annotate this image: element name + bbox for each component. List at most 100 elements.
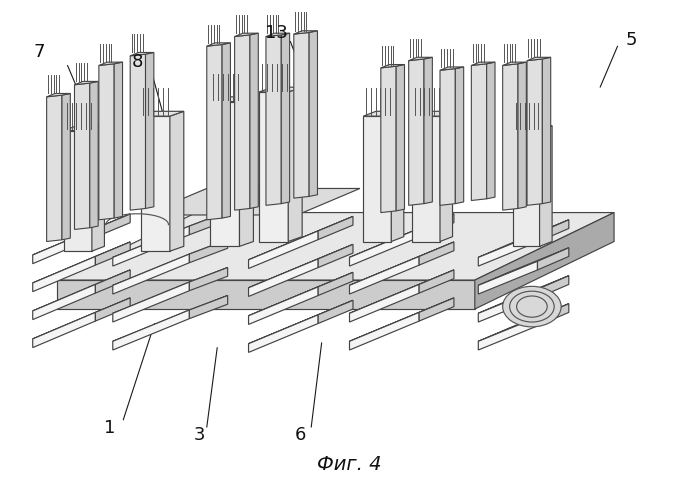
Polygon shape <box>89 82 98 228</box>
Polygon shape <box>419 271 454 293</box>
Polygon shape <box>540 126 552 247</box>
Polygon shape <box>478 234 538 267</box>
Polygon shape <box>33 257 95 292</box>
Polygon shape <box>113 240 228 286</box>
Text: 1: 1 <box>103 418 115 436</box>
Polygon shape <box>513 126 552 131</box>
Polygon shape <box>189 296 228 319</box>
Polygon shape <box>309 32 317 197</box>
Polygon shape <box>207 44 231 47</box>
Polygon shape <box>33 298 130 339</box>
Polygon shape <box>440 112 452 242</box>
Polygon shape <box>189 268 228 291</box>
Polygon shape <box>113 227 189 267</box>
Text: 5: 5 <box>626 31 637 49</box>
Polygon shape <box>47 96 62 242</box>
Polygon shape <box>294 32 317 35</box>
Polygon shape <box>412 112 452 117</box>
Polygon shape <box>114 63 122 219</box>
Polygon shape <box>113 268 228 314</box>
Polygon shape <box>249 231 318 269</box>
Polygon shape <box>350 257 419 294</box>
Polygon shape <box>412 117 440 242</box>
Polygon shape <box>207 45 222 220</box>
Polygon shape <box>250 34 259 209</box>
Polygon shape <box>396 65 405 212</box>
Polygon shape <box>350 214 454 258</box>
Polygon shape <box>235 36 250 211</box>
Polygon shape <box>527 60 542 206</box>
Polygon shape <box>62 94 71 241</box>
Polygon shape <box>47 94 71 98</box>
Polygon shape <box>266 34 289 37</box>
Circle shape <box>517 296 547 318</box>
Polygon shape <box>318 301 353 324</box>
Polygon shape <box>259 88 302 93</box>
Polygon shape <box>210 98 254 103</box>
Polygon shape <box>249 315 318 353</box>
Polygon shape <box>381 67 396 213</box>
Text: 6: 6 <box>295 425 306 443</box>
Polygon shape <box>419 298 454 321</box>
Polygon shape <box>503 63 526 66</box>
Polygon shape <box>189 240 228 263</box>
Polygon shape <box>222 44 231 219</box>
Polygon shape <box>95 214 130 238</box>
Polygon shape <box>189 212 228 235</box>
Polygon shape <box>538 276 569 298</box>
Polygon shape <box>249 273 353 316</box>
Polygon shape <box>381 65 405 69</box>
Polygon shape <box>318 273 353 296</box>
Polygon shape <box>75 82 98 86</box>
Polygon shape <box>130 53 154 57</box>
Polygon shape <box>249 259 318 297</box>
Polygon shape <box>33 313 95 348</box>
Polygon shape <box>95 271 130 293</box>
Circle shape <box>503 287 561 327</box>
Polygon shape <box>144 189 360 215</box>
Polygon shape <box>478 276 569 314</box>
Polygon shape <box>113 296 228 342</box>
Polygon shape <box>249 301 353 344</box>
Polygon shape <box>350 242 454 286</box>
Polygon shape <box>33 271 130 311</box>
Circle shape <box>510 291 554 322</box>
Polygon shape <box>542 58 551 204</box>
Polygon shape <box>33 242 130 284</box>
Polygon shape <box>487 63 495 199</box>
Polygon shape <box>288 88 302 242</box>
Polygon shape <box>538 248 569 271</box>
Polygon shape <box>99 63 122 66</box>
Polygon shape <box>75 84 89 230</box>
Polygon shape <box>513 131 540 247</box>
Polygon shape <box>527 58 551 61</box>
Polygon shape <box>475 213 614 309</box>
Polygon shape <box>538 220 569 242</box>
Polygon shape <box>210 103 240 247</box>
Polygon shape <box>240 98 254 247</box>
Polygon shape <box>33 285 95 320</box>
Polygon shape <box>318 245 353 268</box>
Polygon shape <box>478 248 569 286</box>
Polygon shape <box>64 131 92 252</box>
Polygon shape <box>145 53 154 209</box>
Polygon shape <box>440 68 463 71</box>
Polygon shape <box>113 212 228 258</box>
Text: 3: 3 <box>194 425 206 443</box>
Polygon shape <box>318 217 353 240</box>
Polygon shape <box>249 287 318 325</box>
Polygon shape <box>57 213 614 281</box>
Polygon shape <box>455 68 463 204</box>
Polygon shape <box>478 318 538 350</box>
Polygon shape <box>363 112 404 117</box>
Polygon shape <box>130 55 145 211</box>
Polygon shape <box>419 242 454 266</box>
Text: 13: 13 <box>265 24 288 42</box>
Polygon shape <box>471 63 495 66</box>
Polygon shape <box>538 304 569 326</box>
Polygon shape <box>140 117 170 252</box>
Polygon shape <box>363 117 391 242</box>
Polygon shape <box>64 126 104 131</box>
Polygon shape <box>281 34 289 204</box>
Polygon shape <box>259 93 288 242</box>
